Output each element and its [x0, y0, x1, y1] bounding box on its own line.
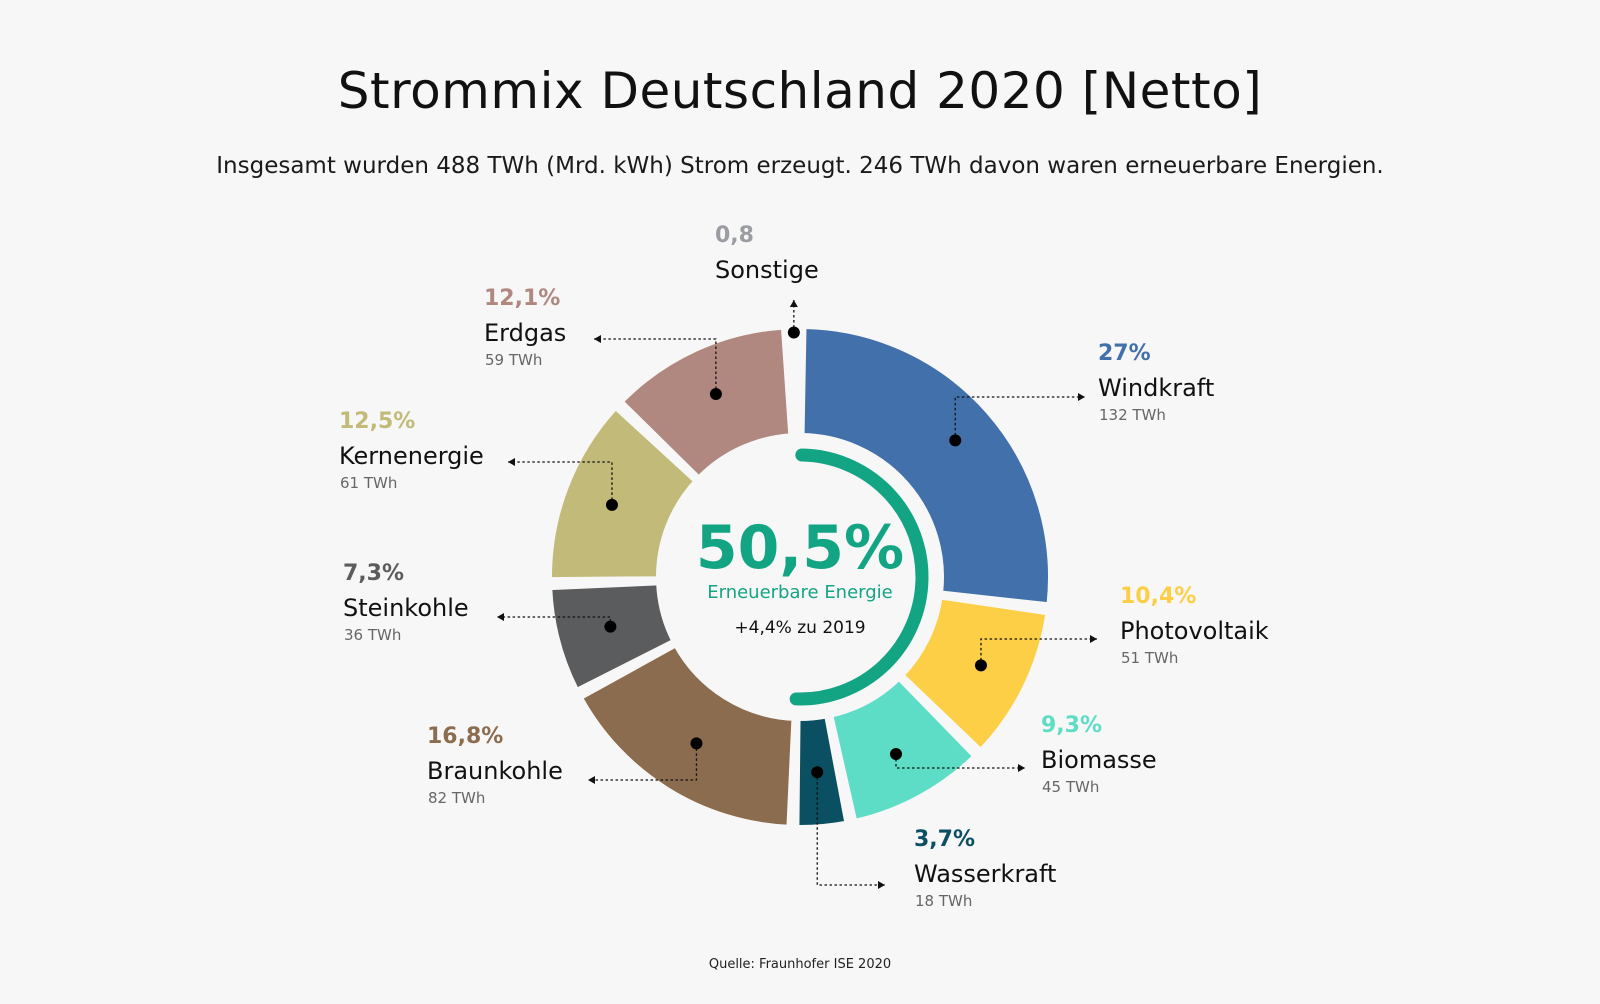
leader-line-braunkohle	[588, 743, 698, 781]
name-label-wasserkraft: Wasserkraft	[914, 860, 1056, 888]
name-label-windkraft: Windkraft	[1098, 374, 1214, 402]
slice-dot-braunkohle	[690, 737, 703, 750]
twh-label-photovoltaik: 51 TWh	[1121, 649, 1178, 667]
percent-label-steinkohle: 7,3%	[343, 561, 404, 586]
name-label-sonstige: Sonstige	[715, 256, 819, 284]
arrowhead-windkraft	[1078, 393, 1085, 401]
percent-label-photovoltaik: 10,4%	[1120, 584, 1196, 609]
twh-label-erdgas: 59 TWh	[485, 351, 542, 369]
slice-dot-biomasse	[890, 748, 903, 761]
leader-line-photovoltaik	[980, 638, 1097, 666]
slice-dot-sonstige	[787, 326, 800, 339]
twh-label-braunkohle: 82 TWh	[428, 789, 485, 807]
slice-dot-photovoltaik	[974, 659, 987, 672]
leader-line-steinkohle	[497, 616, 612, 627]
leader-line-kernenergie	[508, 461, 613, 505]
donut-segments	[548, 325, 1052, 829]
arrowhead-braunkohle	[588, 776, 595, 784]
name-label-steinkohle: Steinkohle	[343, 594, 469, 622]
slice-braunkohle	[579, 643, 796, 829]
center-change: +4,4% zu 2019	[734, 618, 865, 638]
slice-windkraft	[800, 325, 1052, 607]
chart-subtitle: Insgesamt wurden 488 TWh (Mrd. kWh) Stro…	[216, 153, 1384, 179]
arrowhead-erdgas	[594, 335, 601, 343]
percent-label-windkraft: 27%	[1098, 341, 1151, 366]
slice-steinkohle	[548, 581, 676, 692]
renewable-share-arc	[789, 448, 929, 706]
slice-dot-steinkohle	[604, 620, 617, 633]
twh-label-steinkohle: 36 TWh	[344, 626, 401, 644]
percent-label-sonstige: 0,8	[715, 223, 754, 248]
slice-dot-wasserkraft	[811, 766, 824, 779]
slice-labels: 27% Windkraft 132 TWh 10,4% Photovoltaik 51 T…	[339, 223, 1269, 910]
slice-dot-kernenergie	[605, 498, 618, 511]
name-label-kernenergie: Kernenergie	[339, 442, 484, 470]
name-label-biomasse: Biomasse	[1041, 746, 1157, 774]
leader-line-erdgas	[594, 338, 717, 395]
arrowhead-steinkohle	[497, 613, 504, 621]
twh-label-wasserkraft: 18 TWh	[915, 892, 972, 910]
percent-label-braunkohle: 16,8%	[427, 724, 503, 749]
name-label-photovoltaik: Photovoltaik	[1120, 617, 1269, 645]
percent-label-kernenergie: 12,5%	[339, 409, 415, 434]
center-label: Erneuerbare Energie	[707, 582, 893, 603]
slice-sonstige	[789, 325, 800, 438]
slice-photovoltaik	[900, 595, 1050, 752]
twh-label-biomasse: 45 TWh	[1042, 778, 1099, 796]
name-label-erdgas: Erdgas	[484, 319, 566, 347]
arrowhead-kernenergie	[508, 458, 515, 466]
slice-biomasse	[829, 676, 977, 823]
slice-dot-erdgas	[709, 388, 722, 401]
percent-label-wasserkraft: 3,7%	[914, 827, 975, 852]
percent-label-erdgas: 12,1%	[484, 286, 560, 311]
slice-erdgas	[619, 325, 793, 480]
arrowhead-biomasse	[1018, 764, 1025, 772]
slice-dot-windkraft	[949, 434, 962, 447]
slice-kernenergie	[548, 406, 698, 582]
twh-label-windkraft: 132 TWh	[1099, 406, 1166, 424]
name-label-braunkohle: Braunkohle	[427, 757, 563, 785]
source-note: Quelle: Fraunhofer ISE 2020	[708, 957, 892, 972]
chart-title: Strommix Deutschland 2020 [Netto]	[337, 62, 1263, 120]
percent-label-biomasse: 9,3%	[1041, 713, 1102, 738]
center-value: 50,5%	[696, 513, 904, 583]
arrowhead-photovoltaik	[1090, 635, 1097, 643]
arrowhead-wasserkraft	[878, 881, 885, 889]
twh-label-kernenergie: 61 TWh	[340, 474, 397, 492]
arrowhead-sonstige	[789, 300, 798, 307]
